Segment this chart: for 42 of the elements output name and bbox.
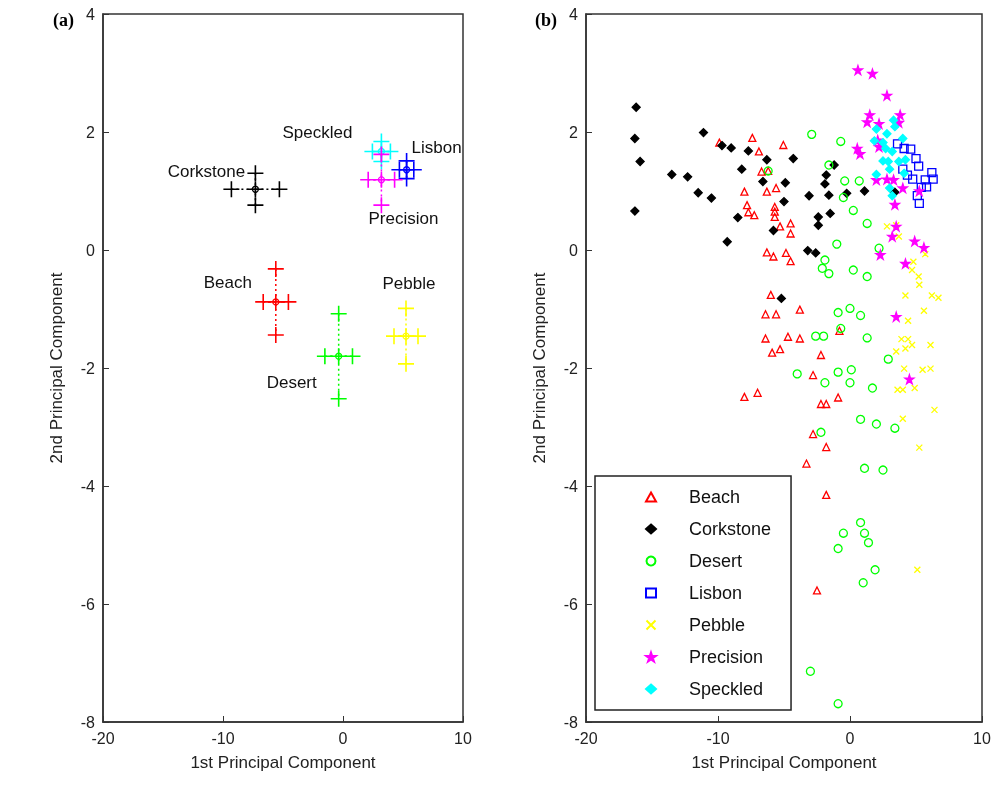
chart-title: (a) [53,10,74,31]
y-tick-label: 4 [86,5,96,23]
x-tick-label: -10 [211,729,235,747]
series-label: Precision [368,209,439,229]
x-tick-label: 10 [973,729,991,747]
legend-label: Corkstone [689,519,772,539]
x-tick-label: -20 [91,729,115,747]
legend-label: Precision [689,647,764,667]
x-tick-label: 10 [454,729,472,747]
y-tick-label: -6 [80,595,96,613]
series-label: Corkstone [167,161,246,181]
x-tick-label: -20 [574,729,598,747]
y-tick-label: 4 [569,5,579,23]
legend-label: Speckled [689,679,764,699]
x-tick-label: -10 [706,729,730,747]
legend-label: Desert [689,551,743,571]
x-tick-label: 0 [845,729,855,747]
series-label: Beach [203,273,252,293]
y-tick-label: -2 [563,359,579,377]
x-axis-title: 1st Principal Component [190,753,376,772]
y-tick-label: -4 [80,477,96,495]
y-tick-label: -2 [80,359,96,377]
y-tick-label: 2 [569,123,579,141]
y-tick-label: 0 [86,241,96,259]
y-tick-label: -6 [563,595,579,613]
x-axis-title: 1st Principal Component [691,753,877,772]
y-tick-label: -8 [80,713,96,731]
y-axis-title: 2nd Principal Component [530,272,549,464]
y-axis-title: 2nd Principal Component [47,272,66,464]
legend-label: Lisbon [689,583,743,603]
y-tick-label: -4 [563,477,579,495]
series-label: Lisbon [411,138,462,158]
y-tick-label: 0 [569,241,579,259]
x-tick-label: 0 [338,729,348,747]
series-label: Speckled [282,122,353,142]
legend-label: Beach [689,487,741,507]
y-tick-label: -8 [563,713,579,731]
legend-label: Pebble [689,615,746,635]
series-label: Desert [266,372,317,392]
text: Pebble [382,273,436,293]
y-tick-label: 2 [86,123,96,141]
chart-title: (b) [535,10,557,31]
